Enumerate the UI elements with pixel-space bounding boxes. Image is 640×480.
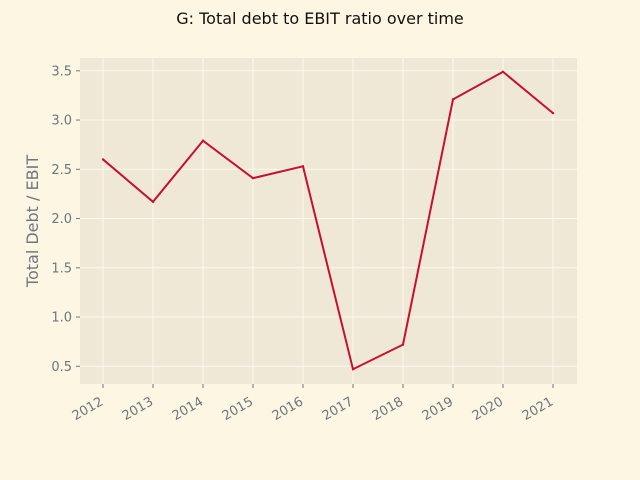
series-group	[101, 70, 555, 371]
chart-title: G: Total debt to EBIT ratio over time	[176, 9, 464, 28]
y-tick-label: 1.5	[51, 261, 72, 276]
data-point	[501, 70, 505, 73]
data-point	[151, 200, 155, 203]
y-axis-label: Total Debt / EBIT	[23, 155, 42, 288]
y-tick-label: 2.0	[51, 212, 72, 227]
y-tick-label: 3.0	[51, 114, 72, 129]
plot-area	[80, 58, 577, 384]
data-point	[551, 111, 555, 115]
data-point	[101, 158, 105, 161]
data-point	[251, 176, 255, 180]
data-point	[401, 343, 405, 346]
y-tick-label: 2.5	[51, 163, 72, 178]
y-tick-label: 3.5	[51, 64, 72, 79]
data-point	[351, 368, 355, 371]
y-tick-label: 0.5	[51, 360, 72, 375]
series-line	[102, 70, 554, 371]
data-point	[201, 139, 205, 142]
data-point	[451, 98, 455, 101]
data-point	[301, 165, 305, 168]
y-axis: 0.5 1.0 1.5 2.0 2.5 3.0 3.5	[51, 64, 80, 375]
y-tick-label: 1.0	[51, 311, 72, 326]
